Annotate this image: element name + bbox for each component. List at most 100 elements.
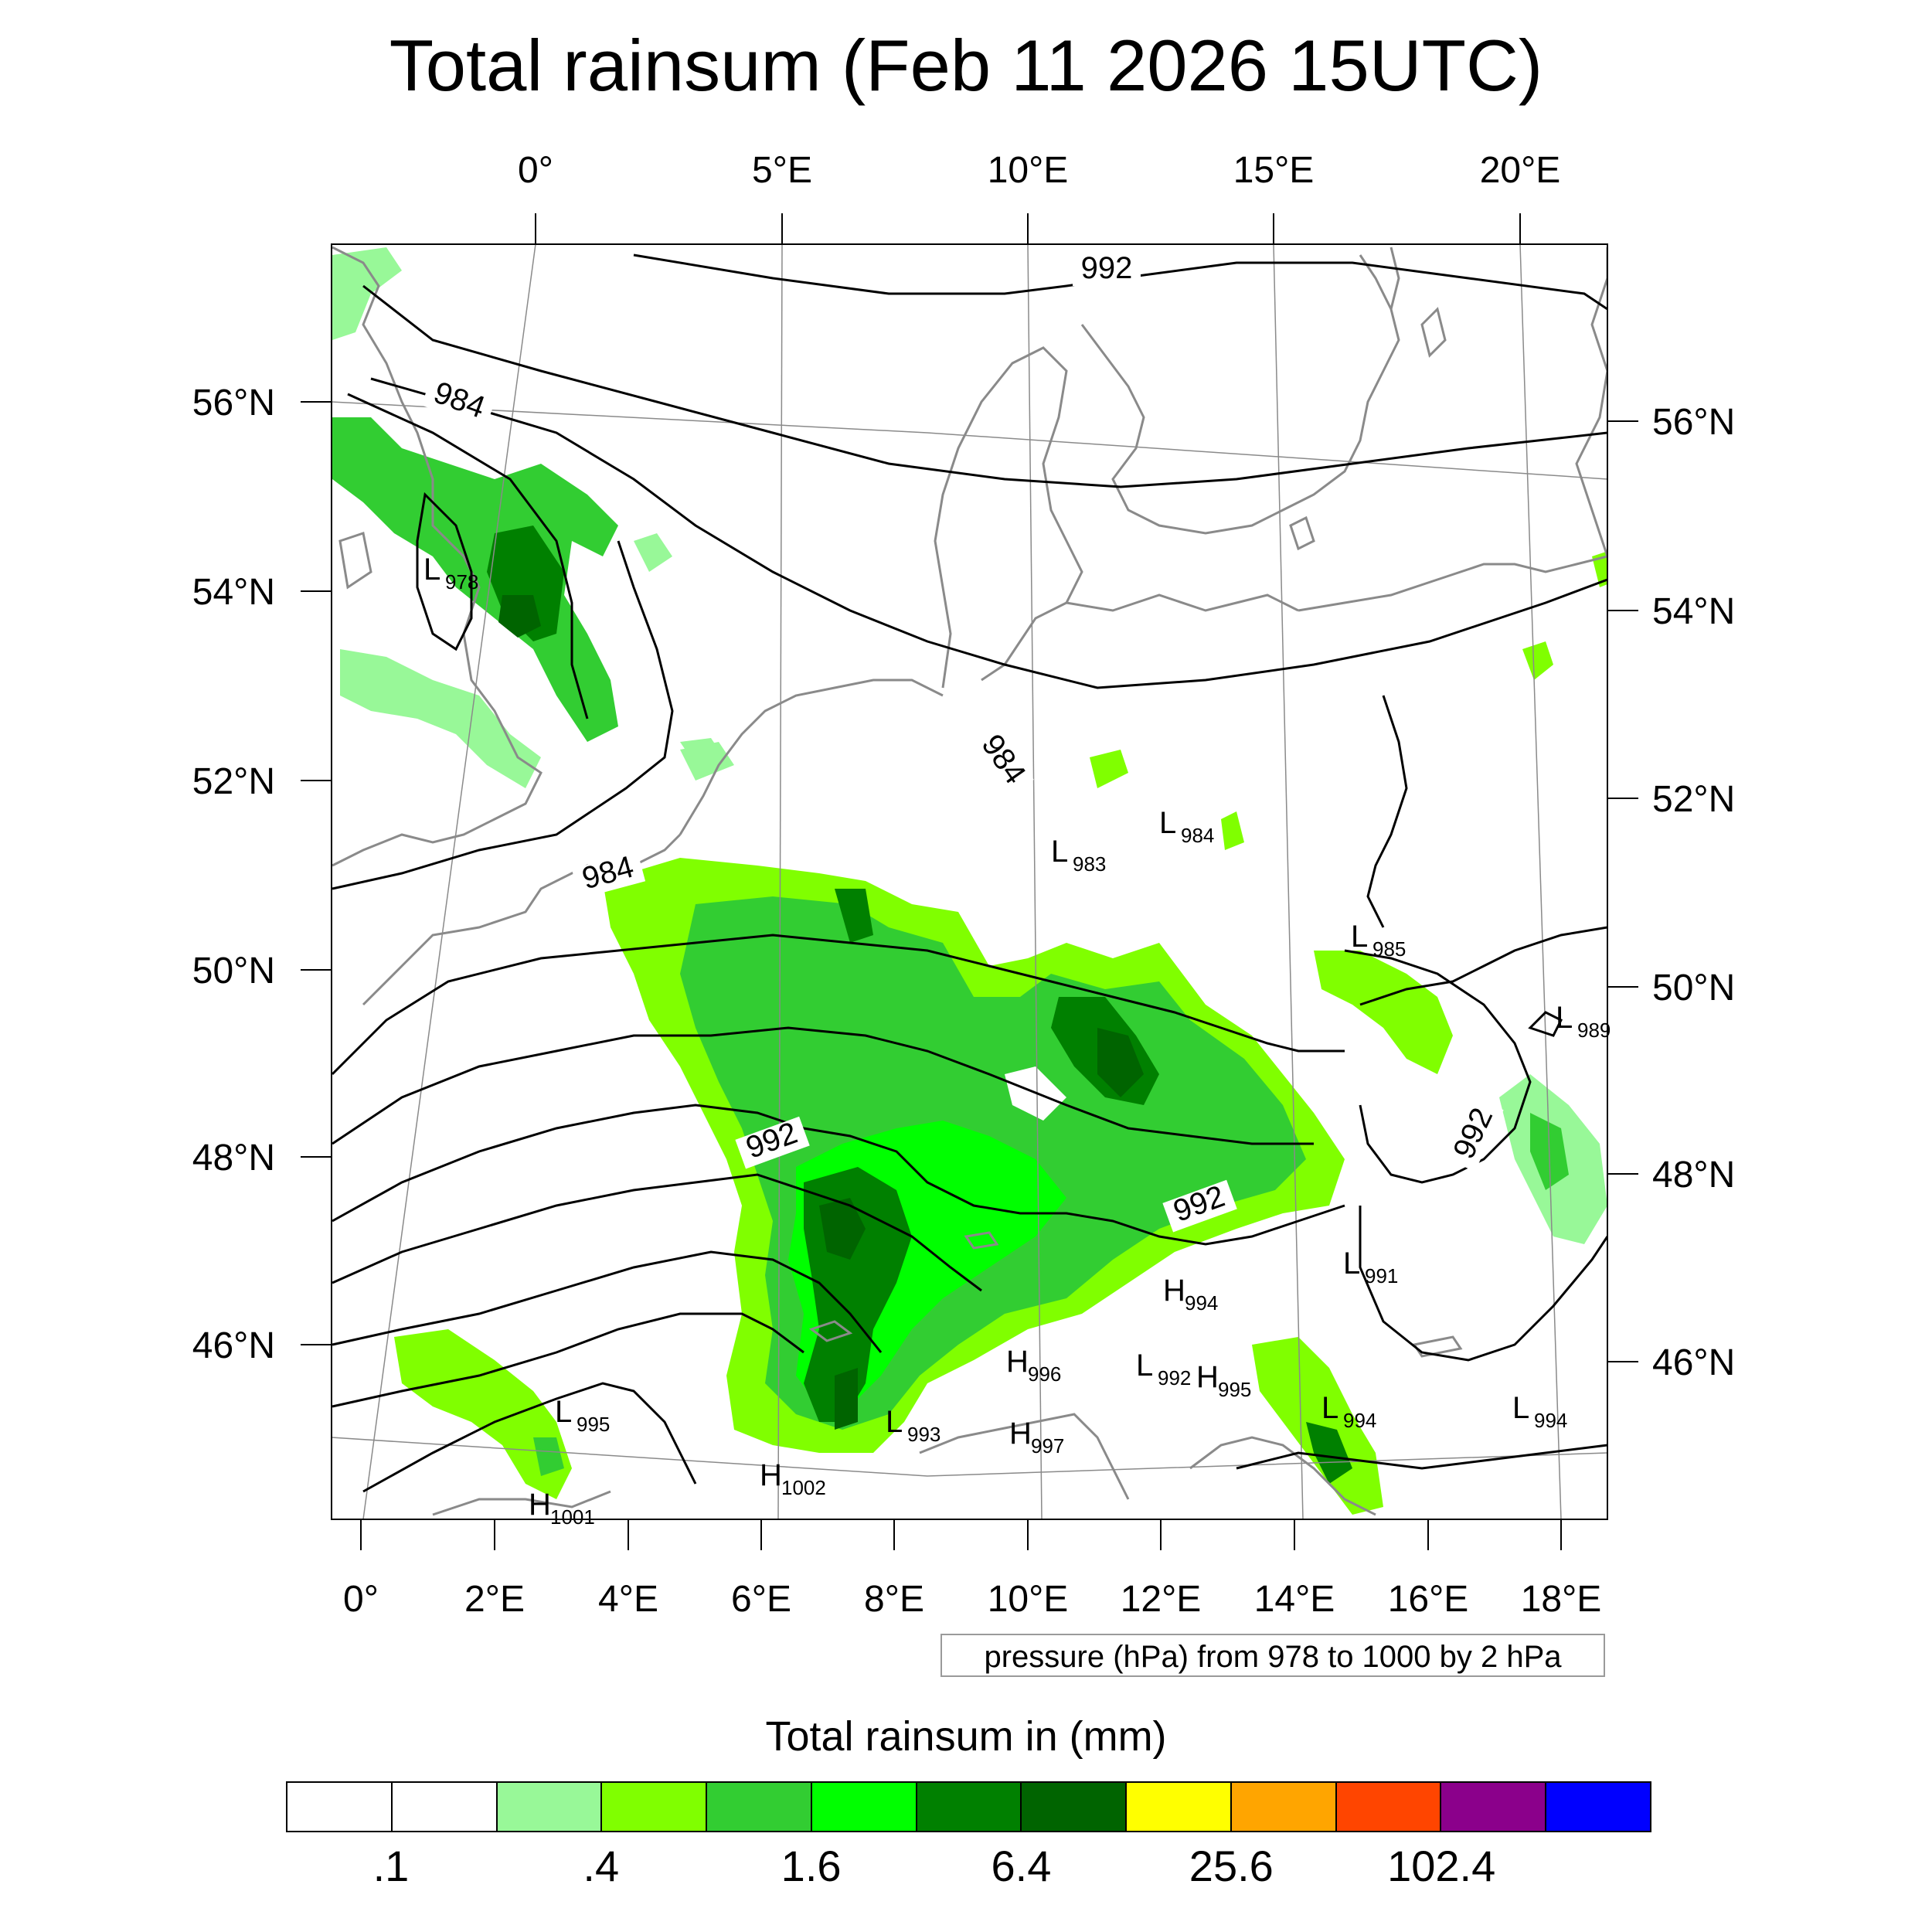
right-axis-label: 48°N [1652, 1155, 1735, 1196]
bottom-axis-label: 8°E [864, 1579, 924, 1620]
coast-oland [1389, 247, 1400, 310]
isobar-north-3 [370, 377, 1607, 689]
pressure-center-letter: H [1196, 1360, 1219, 1394]
colorbar-swatch [1127, 1783, 1232, 1831]
rain-core-germany-dark [1097, 1028, 1144, 1097]
lake-balaton [1412, 1335, 1463, 1358]
isobar-978-ring [416, 492, 473, 651]
rain-core-alps-dark [819, 1198, 866, 1260]
bottom-axis-label: 2°E [464, 1579, 525, 1620]
rain-area-france-sw [394, 1329, 572, 1499]
pressure-center-letter: L [1343, 1247, 1360, 1281]
rain-area-poland-e [1522, 641, 1553, 680]
pressure-center-value: 994 [1185, 1291, 1218, 1315]
bottom-axis-label: 10°E [988, 1579, 1069, 1620]
isobar-south-4 [332, 1250, 883, 1353]
rain-field [332, 247, 1607, 1515]
colorbar-label: .4 [583, 1842, 620, 1890]
pressure-center-value: 985 [1372, 937, 1406, 961]
pressure-contour-note: pressure (hPa) from 978 to 1000 by 2 hPa [940, 1634, 1605, 1677]
isobar-989 [1528, 1011, 1563, 1037]
rain-patches-england [340, 649, 541, 788]
pressure-center-value: 994 [1343, 1409, 1376, 1432]
left-axis-label: 56°N [192, 383, 275, 423]
colorbar-swatch [497, 1783, 603, 1831]
pressure-center-value: 1001 [550, 1505, 595, 1529]
isobar-984-center [347, 393, 589, 719]
coast-denmark [934, 346, 1083, 689]
pressure-center-letter: L [555, 1395, 572, 1429]
colorbar-label: 6.4 [991, 1842, 1052, 1890]
pressure-center-letter: L [1351, 920, 1368, 954]
top-axis-label: 15°E [1233, 150, 1315, 191]
coast-baltic-east [1575, 247, 1607, 557]
bottom-axis-label: 6°E [731, 1579, 791, 1620]
pressure-center-letter: L [1136, 1349, 1153, 1383]
pressure-center-letter: L [1051, 835, 1068, 869]
isobar-south-east [1236, 1444, 1607, 1470]
bottom-axis-labels: 0° 2°E 4°E 6°E 8°E 10°E 12°E 14°E 16°E 1… [343, 1579, 1601, 1620]
coast-baltic-germany [1066, 594, 1299, 612]
bottom-axis-label: 0° [343, 1579, 379, 1620]
pressure-center-letter: L [1321, 1391, 1338, 1425]
coast-gotland [1420, 307, 1447, 358]
colorbar-swatch [1022, 1783, 1128, 1831]
rain-area-czech [1314, 951, 1453, 1074]
top-axis-label: 0° [518, 150, 553, 191]
bottom-axis-label: 12°E [1121, 1579, 1202, 1620]
isobar-south-3 [332, 1173, 982, 1292]
pressure-center-value: 995 [1218, 1378, 1251, 1401]
isobar-north-2 [362, 284, 1607, 488]
isobar-east-ring [1344, 949, 1532, 1184]
top-axis-label: 20°E [1480, 150, 1561, 191]
left-axis-label: 52°N [192, 761, 275, 802]
rain-core-france-sw [533, 1437, 564, 1476]
pressure-center-value: 978 [445, 570, 478, 594]
colorbar-label: 102.4 [1387, 1842, 1496, 1890]
isobars [332, 253, 1607, 1493]
colorbar-swatch [917, 1783, 1022, 1831]
bottom-axis-label: 16°E [1388, 1579, 1469, 1620]
left-axis-label: 50°N [192, 951, 275, 992]
rain-area-germany-e [1221, 811, 1244, 850]
map-title: Total rainsum (Feb 11 2026 15UTC) [389, 25, 1543, 106]
pressure-center-value: 997 [1031, 1434, 1064, 1458]
pressure-center-value: 996 [1028, 1362, 1061, 1386]
colorbar-swatch [602, 1783, 708, 1831]
right-axis-label: 46°N [1652, 1342, 1735, 1383]
colorbar-swatch [1231, 1783, 1337, 1831]
colorbar-swatch [392, 1783, 498, 1831]
colorbar-label: .1 [372, 1842, 410, 1890]
plot-frame [331, 243, 1608, 1520]
coast-sweden-south [1080, 254, 1400, 535]
colorbar-label: 1.6 [781, 1842, 842, 1890]
pressure-centers: L 978 L 983 L 984 L 985 L 989 L 991 H 994 H 996 … [423, 553, 1611, 1529]
lake-geneva [808, 1320, 853, 1342]
pressure-center-letter: H [529, 1488, 551, 1522]
left-axis-label: 46°N [192, 1325, 275, 1366]
contour-label: 992 [1081, 251, 1133, 285]
top-axis-label: 10°E [988, 150, 1069, 191]
rain-area-north-sea [680, 738, 726, 765]
pressure-center-value: 1002 [781, 1476, 826, 1499]
right-axis-label: 54°N [1652, 591, 1735, 632]
pressure-center-value: 995 [577, 1413, 610, 1436]
bottom-axis-label: 18°E [1521, 1579, 1602, 1620]
coast-poland [1298, 555, 1607, 612]
isobar-992 [332, 1104, 1345, 1246]
right-axis-label: 56°N [1652, 402, 1735, 443]
isobar-984-south [332, 540, 674, 890]
colorbar-swatch [707, 1783, 812, 1831]
isobar-east-2 [1359, 1206, 1607, 1362]
bottom-axis-label: 14°E [1254, 1579, 1335, 1620]
coast-france-north [362, 833, 682, 1006]
tick-marks [301, 213, 1638, 1550]
coast-ireland [338, 532, 372, 590]
pressure-center-value: 991 [1365, 1264, 1398, 1287]
pressure-center-letter: L [1512, 1391, 1529, 1425]
colorbar-title: Total rainsum in (mm) [765, 1713, 1167, 1760]
graticule [332, 244, 1607, 1519]
top-axis-labels: 0° 5°E 10°E 15°E 20°E [518, 150, 1560, 191]
rain-area-poland-w [1090, 750, 1128, 788]
